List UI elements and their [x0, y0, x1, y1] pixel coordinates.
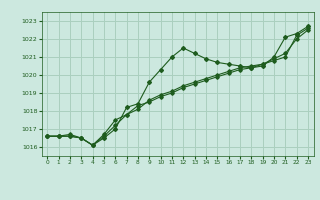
Text: Graphe pression niveau de la mer (hPa): Graphe pression niveau de la mer (hPa) — [65, 178, 255, 186]
